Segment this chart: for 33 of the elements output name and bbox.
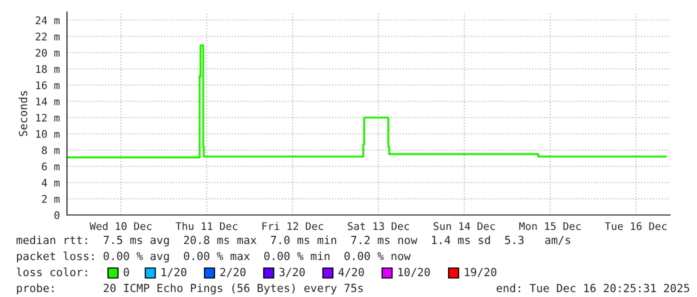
text: packet loss: 0.00 % avg 0.00 % max 0.00 % min 0.00 % now bbox=[17, 252, 411, 262]
x-tick-label: Mon 15 Dec bbox=[519, 222, 581, 230]
legend-label: 4/20 bbox=[338, 268, 364, 278]
y-tick-label: 4 m bbox=[42, 178, 60, 187]
text: median rtt: 7.5 ms avg 20.8 ms max 7.0 ms min 7.2 ms now 1.4 ms sd 5.3 am/s bbox=[16, 236, 570, 246]
y-tick-label: 20 m bbox=[36, 48, 60, 57]
legend-label: 2/20 bbox=[220, 268, 246, 278]
x-tick-label: Wed 10 Dec bbox=[90, 222, 152, 230]
x-tick-label: Thu 11 Dec bbox=[176, 222, 238, 230]
legend-label: 3/20 bbox=[279, 268, 305, 278]
y-tick-label: 0 bbox=[54, 211, 60, 220]
legend-label: 1/20 bbox=[162, 268, 186, 278]
x-tick-label: Fri 12 Dec bbox=[262, 222, 324, 230]
y-tick-label: 12 m bbox=[36, 114, 60, 122]
x-tick-label: Tue 16 Dec bbox=[604, 222, 667, 230]
y-axis-title: Seconds bbox=[18, 91, 28, 136]
y-tick-label: 10 m bbox=[36, 130, 60, 138]
y-tick-label: 24 m bbox=[36, 16, 60, 24]
x-tick-label: Sat 13 Dec bbox=[348, 222, 409, 230]
legend-title: loss color: bbox=[16, 268, 87, 276]
text: end: Tue Dec 16 20:25:31 2025 bbox=[496, 284, 690, 292]
legend-label: 0 bbox=[124, 268, 129, 276]
text: probe: 20 ICMP Echo Pings (56 Bytes) every 75s bbox=[17, 284, 363, 294]
y-tick-label: 14 m bbox=[36, 98, 60, 106]
legend-label: 19/20 bbox=[464, 268, 496, 278]
y-tick-label: 16 m bbox=[36, 81, 60, 90]
x-tick-label: Sun 14 Dec bbox=[434, 222, 495, 230]
y-tick-label: 22 m bbox=[36, 32, 60, 40]
y-tick-label: 6 m bbox=[42, 162, 60, 170]
y-tick-label: 2 m bbox=[42, 195, 60, 203]
y-tick-label: 8 m bbox=[42, 146, 60, 154]
legend-label: 10/20 bbox=[398, 268, 430, 278]
y-tick-label: 18 m bbox=[36, 65, 60, 73]
